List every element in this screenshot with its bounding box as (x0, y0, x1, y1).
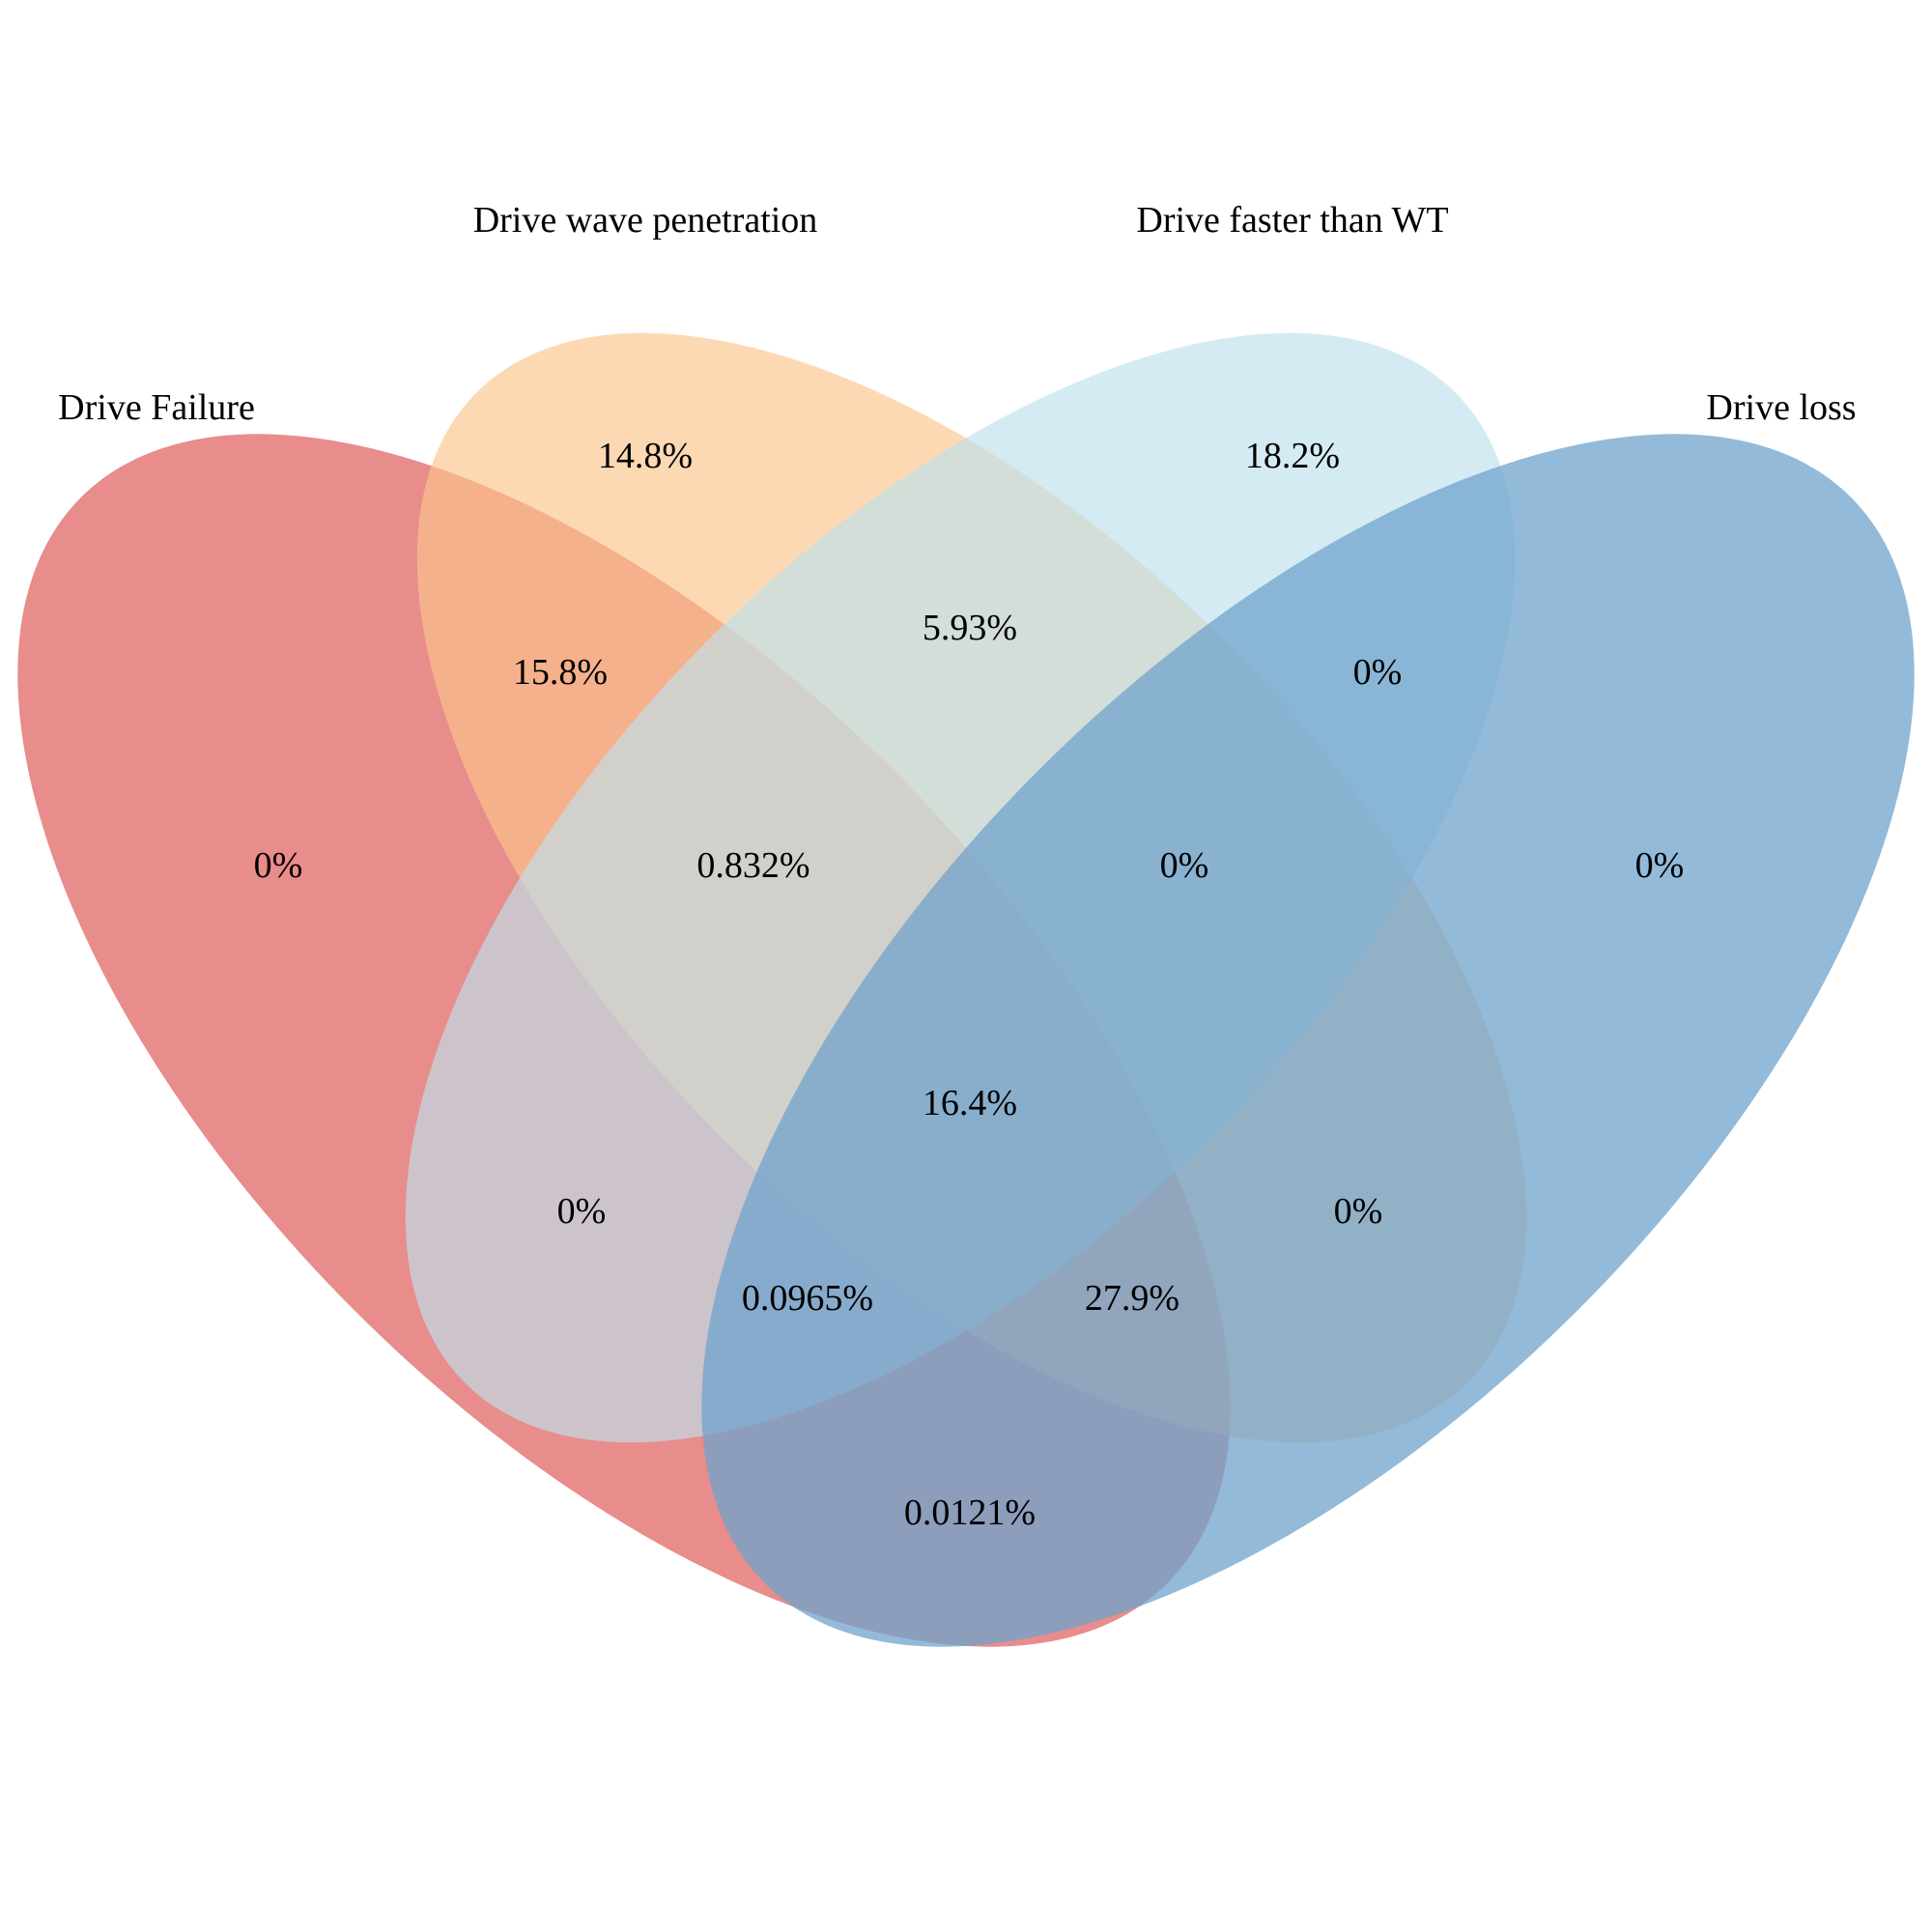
region-label-d-only: 0% (1635, 845, 1685, 886)
set-ellipse-drive-loss (701, 434, 1915, 1647)
region-label-bd: 0% (1334, 1191, 1383, 1232)
set-label-drive-failure: Drive Failure (58, 387, 255, 428)
region-label-ab: 15.8% (513, 652, 608, 693)
region-label-ac: 0% (557, 1191, 607, 1232)
region-label-bc: 5.93% (923, 608, 1017, 648)
region-label-acd: 0.0965% (742, 1278, 873, 1319)
region-label-ad: 0.0121% (904, 1492, 1036, 1533)
set-label-drive-wave-penetration: Drive wave penetration (473, 200, 818, 241)
set-label-drive-faster-than-wt: Drive faster than WT (1136, 200, 1448, 241)
region-label-abc: 0.832% (696, 845, 810, 886)
region-label-a-only: 0% (254, 845, 303, 886)
region-label-cd: 0% (1353, 652, 1403, 693)
region-label-bcd: 0% (1160, 845, 1209, 886)
region-labels: 0% 14.8% 18.2% 0% 15.8% 5.93% 0% 0.832% … (254, 436, 1685, 1533)
region-label-b-only: 14.8% (598, 436, 693, 476)
set-labels: Drive Failure Drive wave penetration Dri… (58, 200, 1856, 428)
region-label-abcd: 16.4% (923, 1083, 1017, 1123)
region-label-abd: 27.9% (1085, 1278, 1179, 1319)
set-label-drive-loss: Drive loss (1706, 387, 1856, 428)
region-label-c-only: 18.2% (1245, 436, 1340, 476)
set-ellipses (17, 332, 1915, 1647)
